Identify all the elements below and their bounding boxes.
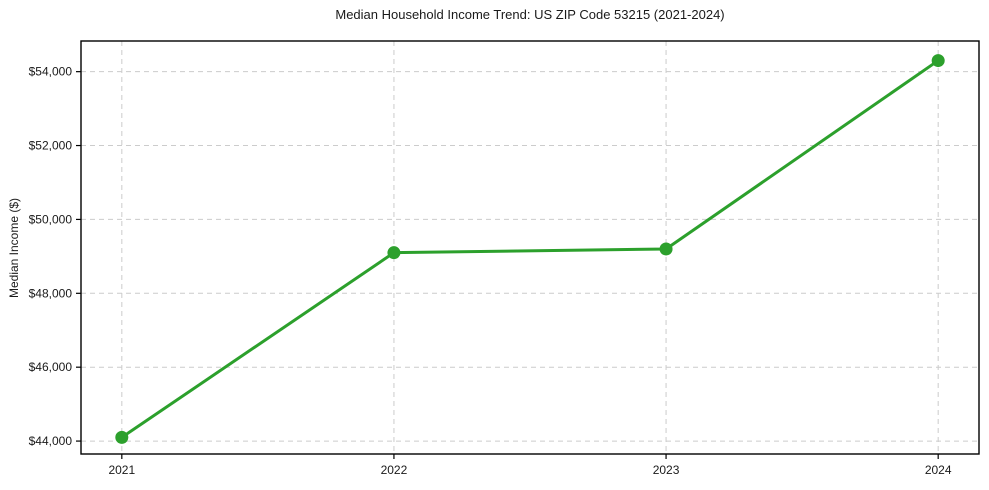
y-tick-label: $46,000 xyxy=(29,360,73,374)
plot-frame xyxy=(80,40,980,455)
y-tick-label: $44,000 xyxy=(29,434,73,448)
data-point-marker xyxy=(115,430,129,444)
y-tick-label: $48,000 xyxy=(29,286,73,300)
trend-line xyxy=(120,59,940,439)
y-tick-label: $54,000 xyxy=(29,65,73,79)
x-tick-label: 2022 xyxy=(381,463,408,477)
data-point-marker xyxy=(387,246,401,260)
y-tick-label: $52,000 xyxy=(29,139,73,153)
chart-title: Median Household Income Trend: US ZIP Co… xyxy=(335,7,725,22)
x-tick-label: 2021 xyxy=(108,463,135,477)
x-tick-label: 2024 xyxy=(925,463,952,477)
data-point-marker xyxy=(931,54,945,68)
x-tick-label: 2023 xyxy=(653,463,680,477)
data-point-marker xyxy=(659,242,673,256)
y-tick-label: $50,000 xyxy=(29,212,73,226)
